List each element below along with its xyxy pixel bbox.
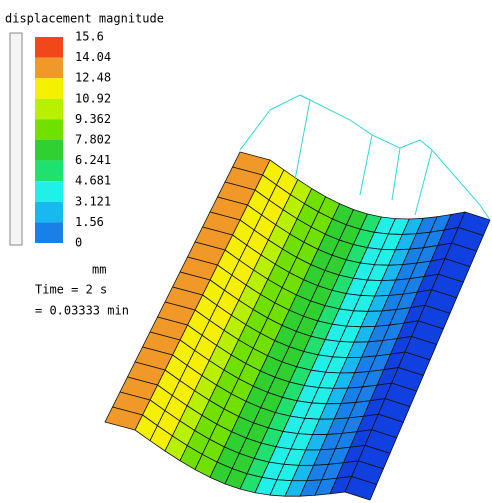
legend-swatch <box>35 119 63 140</box>
legend-swatch <box>35 140 63 161</box>
legend-swatch <box>35 181 63 202</box>
edge-cell <box>344 475 378 501</box>
legend: 15.6 14.04 12.48 10.92 9.362 7.802 6.241 4.681 3… <box>35 30 111 250</box>
legend-label: 4.681 <box>75 174 111 188</box>
undeformed-outline <box>239 94 491 221</box>
legend-label: 9.362 <box>75 112 111 126</box>
legend-label: 14.04 <box>75 50 111 64</box>
legend-swatch <box>35 37 63 58</box>
legend-swatch <box>35 222 63 243</box>
legend-label: 6.241 <box>75 153 111 167</box>
deformed-mesh <box>104 151 491 501</box>
legend-unit: mm <box>92 263 106 277</box>
legend-swatch <box>35 98 63 120</box>
legend-swatch <box>35 160 63 182</box>
legend-swatch <box>35 201 63 223</box>
legend-label: 12.48 <box>75 71 111 85</box>
legend-slider <box>9 32 23 246</box>
legend-label: 1.56 <box>75 215 104 229</box>
legend-label: 3.121 <box>75 194 111 208</box>
legend-swatch <box>35 78 63 99</box>
legend-swatch <box>35 57 63 79</box>
legend-label: 15.6 <box>75 30 104 44</box>
time-minutes: = 0.03333 min <box>35 304 129 318</box>
edge-cell <box>104 406 144 431</box>
legend-label: 7.802 <box>75 133 111 147</box>
legend-label: 0 <box>75 236 82 250</box>
legend-title: displacement magnitude <box>5 12 164 26</box>
legend-label: 10.92 <box>75 91 111 105</box>
time-seconds: Time = 2 s <box>35 283 107 297</box>
